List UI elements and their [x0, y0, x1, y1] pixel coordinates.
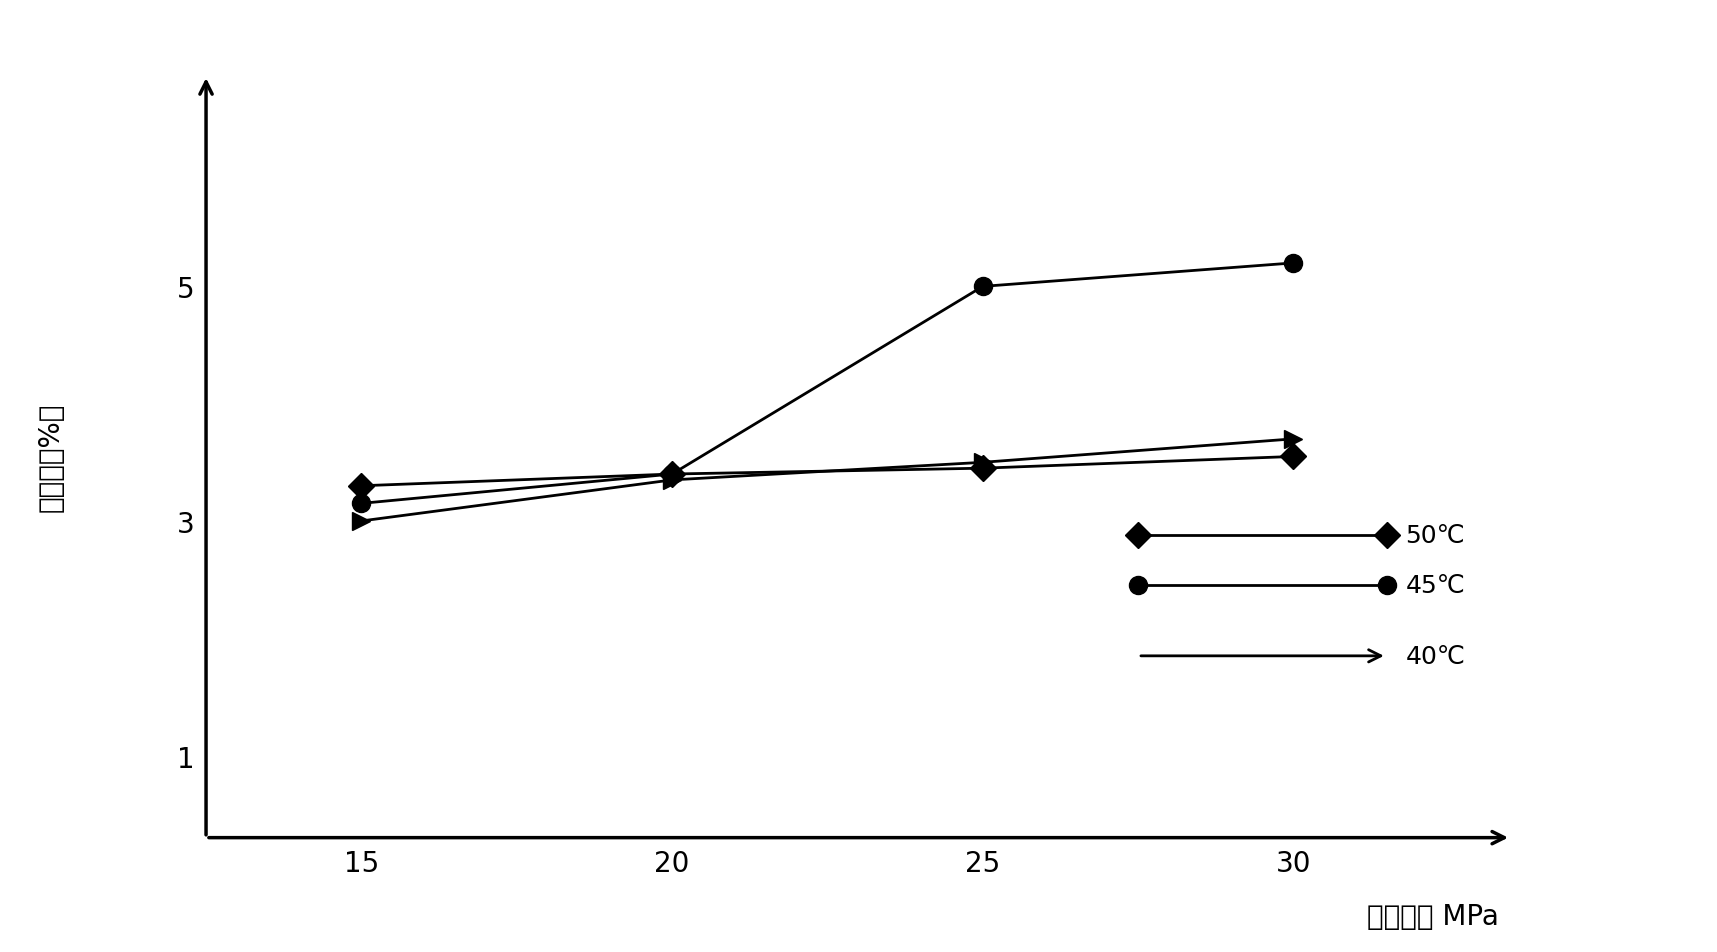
Text: 萨取压力 MPa: 萨取压力 MPa [1367, 902, 1499, 930]
Text: 45℃: 45℃ [1405, 574, 1465, 598]
Text: 40℃: 40℃ [1405, 645, 1465, 668]
Text: 50℃: 50℃ [1405, 524, 1465, 547]
Text: 得油率（%）: 得油率（%） [36, 403, 65, 511]
